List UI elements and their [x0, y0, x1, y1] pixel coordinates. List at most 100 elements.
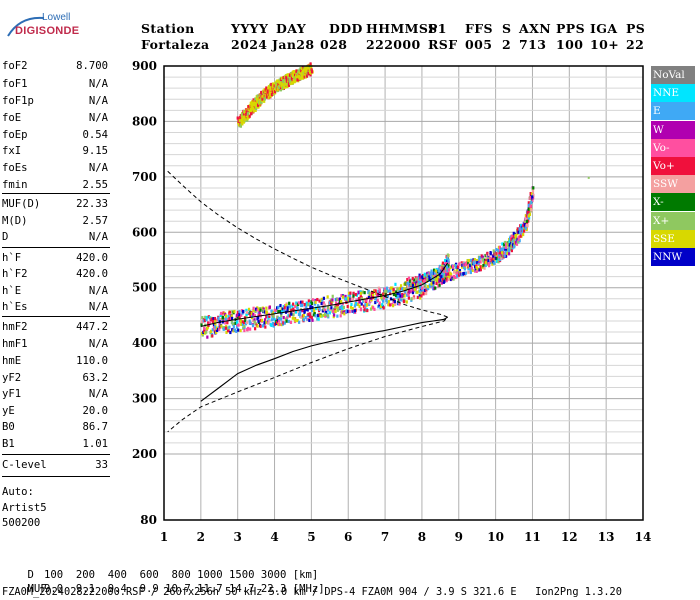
echo-point — [293, 70, 297, 74]
param-row: foF1 N/A — [2, 78, 108, 94]
echo-point — [287, 83, 291, 87]
echo-point — [516, 227, 519, 231]
echo-point — [246, 311, 250, 316]
echo-point — [244, 117, 247, 121]
echo-point — [309, 315, 312, 319]
echo-point — [267, 95, 271, 99]
echo-point — [346, 309, 350, 314]
x-tick-label: 4 — [270, 530, 278, 544]
echo-point — [409, 289, 412, 293]
echo-point — [286, 84, 289, 88]
echo-point — [377, 293, 380, 297]
echo-point — [255, 106, 258, 111]
echo-point — [456, 271, 459, 275]
param-row: h`Es N/A — [2, 301, 108, 317]
param-row: yF2 63.2 — [2, 372, 108, 388]
echo-point — [256, 308, 259, 312]
echo-point — [291, 78, 294, 82]
echo-point — [318, 299, 321, 303]
echo-point — [345, 309, 348, 313]
echo-point — [348, 309, 351, 314]
echo-point — [403, 282, 406, 286]
echo-point — [519, 230, 522, 235]
echo-point — [280, 79, 283, 83]
echo-point — [373, 289, 376, 293]
echo-point — [386, 294, 389, 298]
echo-point — [487, 253, 491, 257]
echo-point — [227, 315, 230, 319]
footer-distance-label: D — [27, 569, 34, 581]
echo-point — [295, 69, 298, 73]
echo-point — [380, 295, 383, 299]
echo-point — [441, 278, 444, 282]
echo-point — [508, 248, 511, 253]
echo-point — [510, 248, 513, 253]
echo-point — [478, 256, 481, 260]
echo-point — [208, 316, 211, 320]
echo-point — [476, 261, 479, 265]
echo-point — [244, 318, 247, 323]
echo-point — [527, 219, 530, 223]
echo-point — [216, 318, 219, 322]
param-value: 33 — [95, 459, 108, 471]
echo-point — [410, 297, 413, 301]
echo-point — [307, 299, 310, 303]
echo-point — [277, 85, 281, 89]
echo-point — [242, 112, 246, 117]
echo-point — [378, 290, 381, 294]
echo-point — [291, 316, 294, 320]
echo-point — [529, 204, 532, 208]
echo-point — [278, 309, 282, 314]
echo-point — [339, 314, 342, 318]
echo-point — [236, 310, 239, 315]
echo-point — [269, 87, 272, 91]
echo-point — [524, 226, 527, 230]
echo-point — [526, 224, 529, 228]
echo-point — [447, 264, 450, 268]
echo-point — [347, 298, 350, 302]
echo-point — [225, 330, 228, 334]
echo-point — [426, 287, 429, 291]
header-value-axn: 713 — [519, 37, 547, 52]
echo-point — [347, 296, 350, 300]
echo-point — [485, 253, 488, 257]
echo-point — [396, 294, 399, 299]
echo-point — [224, 326, 227, 330]
echo-point — [409, 281, 412, 285]
echo-point — [277, 310, 280, 314]
echo-point — [283, 321, 286, 325]
echo-point — [523, 223, 526, 227]
param-name: yF2 — [2, 372, 22, 384]
echo-point — [335, 303, 338, 307]
echo-point — [500, 256, 503, 260]
echo-point — [218, 322, 221, 326]
echo-point — [525, 219, 529, 223]
header-label-pps: PPS — [556, 21, 586, 36]
echo-point — [341, 302, 344, 306]
echo-point — [318, 307, 321, 311]
echo-point — [292, 302, 295, 306]
echo-point — [228, 325, 231, 329]
echo-point — [280, 314, 283, 318]
echo-point — [333, 307, 336, 312]
echo-point — [387, 300, 391, 304]
echo-point — [346, 298, 349, 302]
echo-point — [233, 309, 236, 314]
param-name: hmF2 — [2, 321, 28, 333]
echo-point — [336, 297, 339, 302]
echo-point — [527, 210, 530, 214]
header-value-ffs: 005 — [465, 37, 493, 52]
param-value: N/A — [88, 338, 108, 350]
echo-point — [508, 239, 511, 243]
header-label-hhmmss: HHMMSS — [366, 21, 438, 36]
header-value-ps: 22 — [626, 37, 645, 52]
echo-point — [203, 326, 206, 330]
echo-point — [399, 298, 403, 302]
echo-point — [445, 265, 449, 269]
echo-point — [212, 320, 216, 324]
model-curve-line — [167, 170, 449, 433]
chart-grid — [163, 65, 644, 520]
echo-point — [401, 287, 404, 291]
divider — [2, 316, 110, 317]
echo-point — [280, 83, 284, 87]
